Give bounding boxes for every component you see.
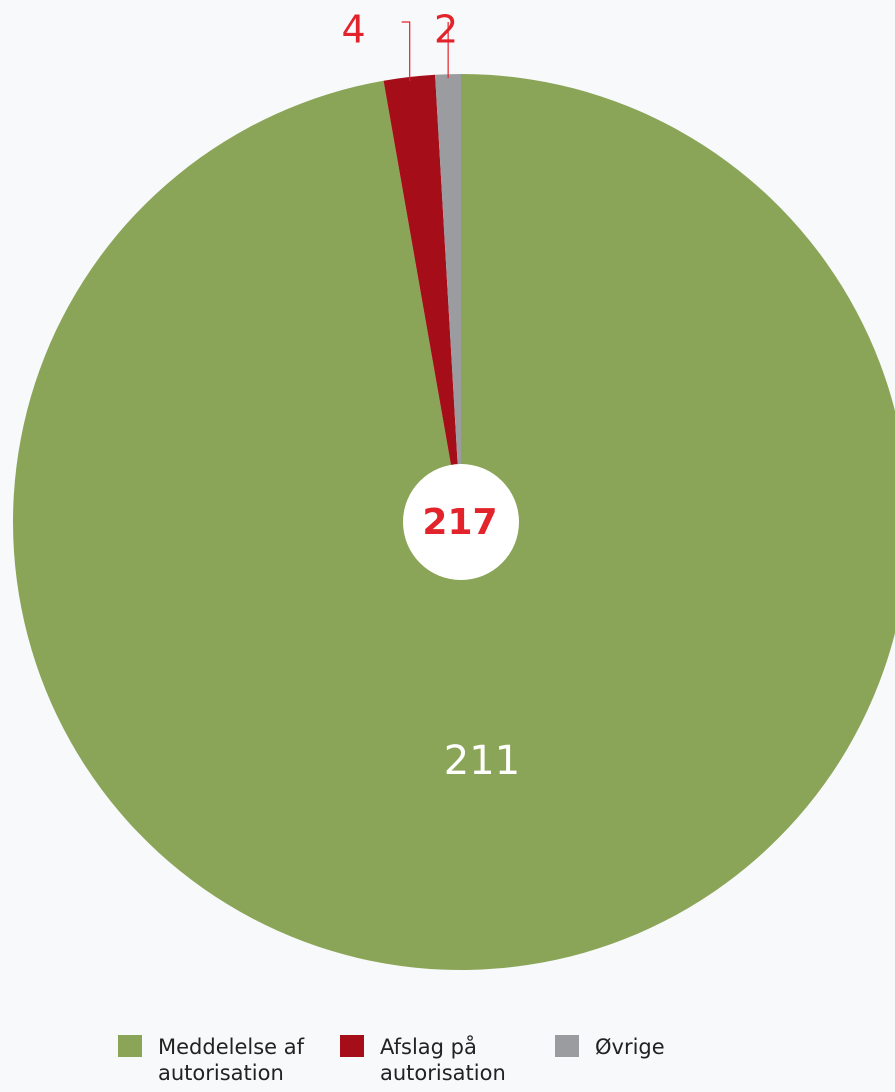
legend-label: Øvrige: [595, 1035, 665, 1059]
leader-line: [401, 21, 411, 81]
value-label: 211: [444, 738, 520, 784]
legend-label: Afslag på autorisation: [380, 1035, 506, 1085]
legend-swatch: [340, 1035, 364, 1057]
legend-label: Meddelelse af autorisation: [158, 1035, 305, 1085]
value-label: 4: [342, 8, 366, 52]
legend-swatch: [555, 1035, 579, 1057]
legend-swatch: [118, 1035, 142, 1057]
total-label: 217: [422, 502, 497, 543]
pie-slice: [383, 74, 461, 522]
chart: 211 4 2 217: [13, 8, 895, 970]
center-circle: [403, 464, 519, 580]
pie-slice: [435, 74, 461, 522]
value-label: 2: [434, 8, 458, 52]
